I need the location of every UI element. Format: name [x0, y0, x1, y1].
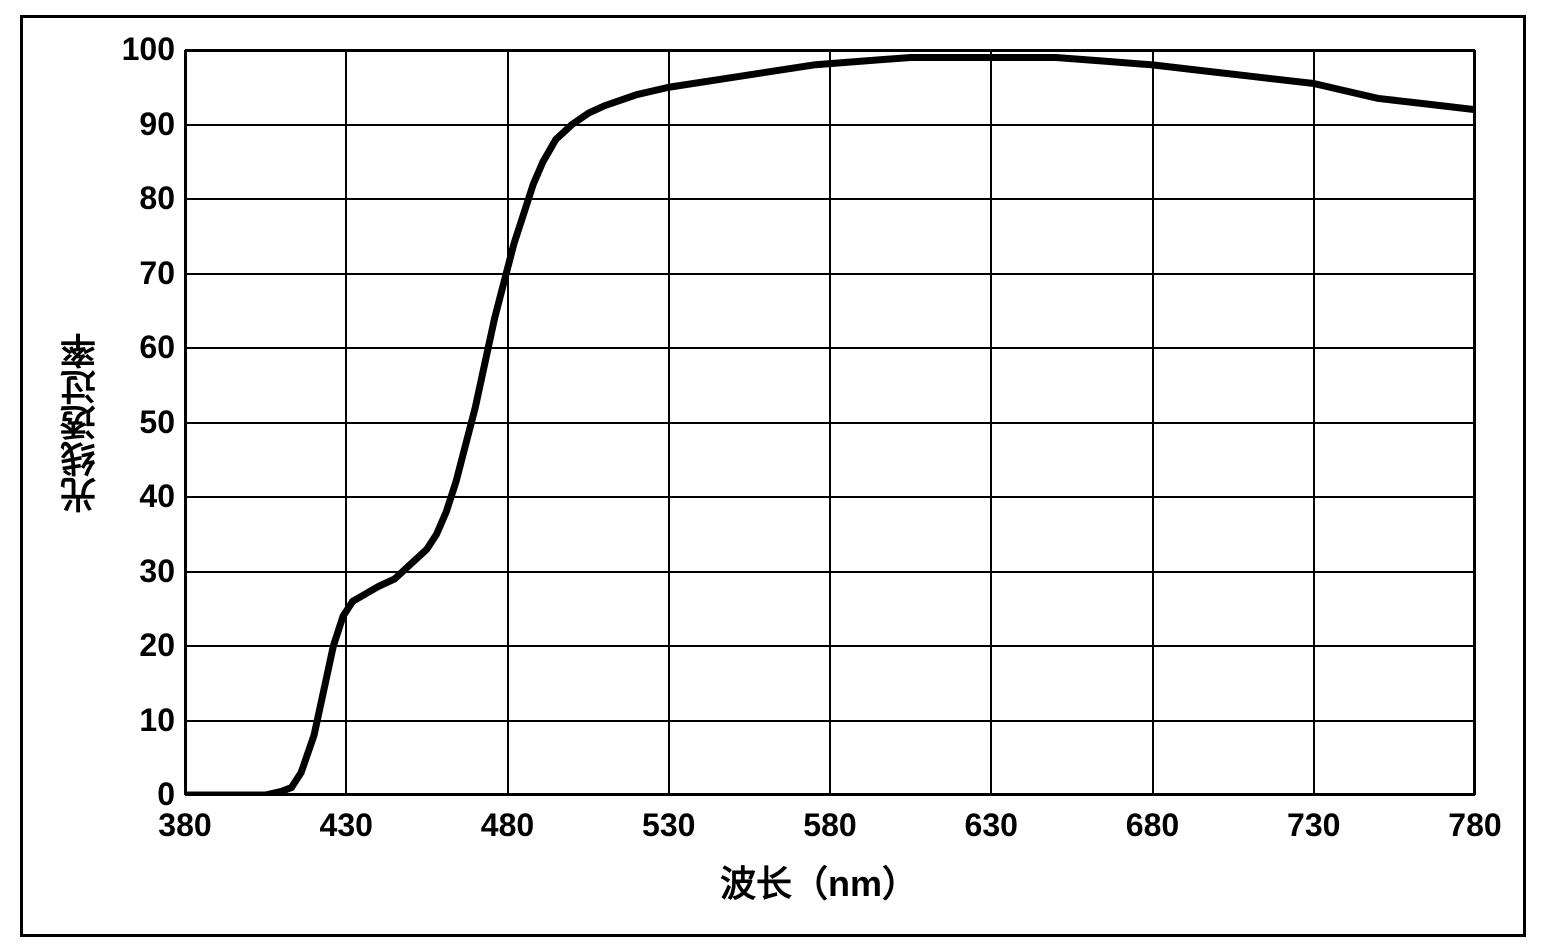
x-tick-label: 430: [320, 807, 373, 844]
y-tick-label: 70: [139, 255, 175, 292]
grid-line-vertical: [1313, 50, 1315, 795]
grid-line-vertical: [829, 50, 831, 795]
grid-line-vertical: [1474, 50, 1476, 795]
y-tick-label: 60: [139, 329, 175, 366]
plot-area: [185, 50, 1475, 795]
x-tick-label: 630: [965, 807, 1018, 844]
y-axis-label: 光线透过率: [55, 313, 107, 533]
grid-line-vertical: [507, 50, 509, 795]
y-tick-label: 20: [139, 627, 175, 664]
x-tick-label: 380: [158, 807, 211, 844]
x-tick-label: 480: [481, 807, 534, 844]
x-tick-label: 580: [803, 807, 856, 844]
y-tick-label: 100: [122, 31, 175, 68]
y-tick-label: 90: [139, 106, 175, 143]
y-tick-label: 10: [139, 702, 175, 739]
x-tick-label: 530: [642, 807, 695, 844]
grid-line-vertical: [668, 50, 670, 795]
grid-line-vertical: [1152, 50, 1154, 795]
grid-line-vertical: [990, 50, 992, 795]
y-tick-label: 30: [139, 553, 175, 590]
grid-line-vertical: [345, 50, 347, 795]
x-tick-label: 780: [1448, 807, 1501, 844]
grid-line-vertical: [184, 50, 186, 795]
y-tick-label: 50: [139, 404, 175, 441]
x-tick-label: 730: [1287, 807, 1340, 844]
y-tick-label: 80: [139, 180, 175, 217]
y-tick-label: 40: [139, 478, 175, 515]
x-tick-label: 680: [1126, 807, 1179, 844]
x-axis-label: 波长（nm）: [720, 855, 918, 907]
